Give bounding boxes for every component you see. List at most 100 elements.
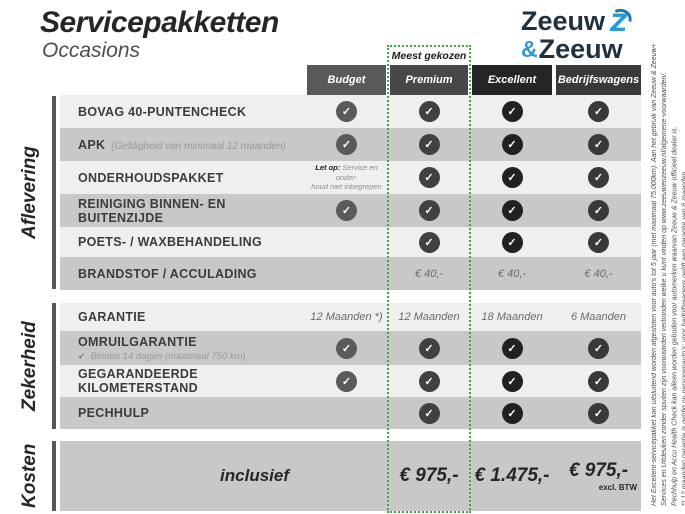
check-icon: ✓: [501, 167, 523, 188]
check-icon: ✓: [418, 167, 440, 188]
page-title-block: Servicepakketten Occasions: [40, 6, 279, 63]
check-icon: ✓: [501, 370, 523, 392]
cell-premium: € 40,-: [390, 268, 468, 280]
cell-budget: ✓: [307, 200, 386, 221]
cell-premium: ✓: [390, 134, 468, 155]
table-row-reiniging: REINIGING BINNEN- EN BUITENZIJDE ✓ ✓ ✓ ✓: [60, 194, 641, 227]
column-header-premium: Premium: [390, 65, 468, 95]
row-label: PECHHULP: [78, 406, 150, 420]
check-icon: ✓: [588, 370, 609, 392]
section-bar-zekerheid: [52, 303, 56, 429]
check-icon: ✓: [418, 134, 440, 155]
cell-excellent: € 40,-: [472, 268, 552, 280]
page-subtitle: Occasions: [42, 39, 141, 62]
cell-premium: € 975,-: [390, 465, 468, 487]
price-excellent: € 1.475,-: [474, 465, 550, 486]
cell-excellent: € 1.475,-: [472, 465, 552, 487]
column-header-budget: Budget: [307, 65, 386, 95]
cell-bedrijfswagens: ✓: [556, 402, 641, 424]
small-check-icon: ✓: [78, 350, 86, 361]
z-swoosh-icon: Z: [605, 8, 633, 40]
cell-premium: 12 Maanden: [390, 311, 468, 323]
table-row-garantie: GARANTIE 12 Maanden *) 12 Maanden 18 Maa…: [60, 303, 641, 331]
check-icon: ✓: [501, 337, 523, 359]
check-icon: ✓: [501, 402, 523, 424]
row-label: POETS- / WAXBEHANDELING: [78, 235, 262, 249]
row-label: GARANTIE: [78, 310, 146, 324]
row-label-note: (Geldigheid van minimaal 12 maanden): [111, 140, 286, 152]
check-icon: ✓: [418, 370, 440, 392]
cell-budget: ✓: [307, 370, 386, 392]
check-icon: ✓: [336, 200, 357, 221]
price-value: € 40,-: [497, 267, 527, 280]
cell-excellent: ✓: [472, 134, 552, 155]
cell-excellent: ✓: [472, 370, 552, 392]
cell-bedrijfswagens: ✓: [556, 370, 641, 392]
check-icon: ✓: [336, 370, 357, 392]
row-label: BRANDSTOF / ACCULADING: [78, 266, 257, 281]
cell-budget: ✓: [307, 337, 386, 359]
check-icon: ✓: [336, 101, 357, 122]
row-label: BOVAG 40-PUNTENCHECK: [78, 104, 247, 119]
comparison-table: Budget Premium Excellent Bedrijfswagens …: [60, 65, 641, 511]
check-icon: ✓: [418, 101, 440, 122]
cell-premium: ✓: [390, 337, 468, 359]
section-label-kosten: Kosten: [19, 443, 40, 509]
check-icon: ✓: [588, 231, 609, 253]
row-sub-note: ✓ Binnen 14 dagen (maximaal 750 km): [78, 351, 303, 362]
row-label: OMRUILGARANTIE ✓ Binnen 14 dagen (maxima…: [60, 335, 303, 362]
cell-budget: Let op: Service en onder- houd niet inbe…: [307, 163, 386, 192]
row-label: GEGARANDEERDE KILOMETERSTAND: [78, 367, 198, 395]
logo-ampersand: &: [521, 36, 538, 62]
footnote-line: Het Excellent-servicepakket kan uitsluit…: [651, 43, 658, 506]
table-row-poets: POETS- / WAXBEHANDELING ✓ ✓ ✓: [60, 227, 641, 257]
cell-excellent: ✓: [472, 231, 552, 253]
section-label-zekerheid: Zekerheid: [19, 321, 40, 411]
table-row-brandstof: BRANDSTOF / ACCULADING € 40,- € 40,- € 4…: [60, 257, 641, 290]
cell-excellent: 18 Maanden: [472, 311, 552, 323]
logo-line1: Zeeuw Z: [521, 8, 651, 40]
kosten-label: inclusief: [220, 466, 289, 485]
check-icon: ✓: [336, 337, 357, 359]
logo-line2: &Zeeuw: [521, 36, 651, 63]
row-label: REINIGING BINNEN- EN BUITENZIJDE: [78, 196, 226, 225]
cell-bedrijfswagens: 6 Maanden: [556, 311, 641, 323]
meest-gekozen-badge: Meest gekozen: [389, 47, 469, 65]
cell-budget: 12 Maanden *): [307, 311, 386, 323]
duration-value: 12 Maanden *): [310, 311, 383, 323]
column-header-excellent: Excellent: [472, 65, 552, 95]
page-title: Servicepakketten: [40, 6, 279, 39]
cell-bedrijfswagens: ✓: [556, 134, 641, 155]
svg-text:Z: Z: [609, 9, 628, 35]
check-icon: ✓: [418, 200, 440, 221]
cell-budget: ✓: [307, 134, 386, 155]
row-label-main: APK: [78, 137, 106, 152]
price-bedrijfswagens: € 975,-: [568, 460, 629, 481]
footnote-line: Services en Uitdeuken zonder spuiten zij…: [661, 71, 669, 506]
check-icon: ✓: [588, 337, 609, 359]
cell-premium: ✓: [390, 200, 468, 221]
check-icon: ✓: [588, 402, 609, 424]
cell-excellent: ✓: [472, 167, 552, 188]
check-icon: ✓: [501, 134, 523, 155]
check-icon: ✓: [588, 167, 609, 188]
section-bar-kosten: [52, 441, 56, 511]
section-label-aflevering: Aflevering: [19, 146, 40, 239]
price-note: excl. BTW: [598, 483, 637, 492]
row-label: ONDERHOUDSPAKKET: [78, 170, 224, 185]
check-icon: ✓: [336, 134, 357, 155]
check-icon: ✓: [588, 134, 609, 155]
cell-excellent: ✓: [472, 337, 552, 359]
price-value: € 40,-: [414, 267, 444, 280]
row-label-main: OMRUILGARANTIE: [78, 334, 197, 349]
cell-premium: ✓: [390, 231, 468, 253]
section-bar-aflevering: [52, 96, 56, 289]
table-row-bovag: BOVAG 40-PUNTENCHECK ✓ ✓ ✓ ✓: [60, 95, 641, 128]
cell-bedrijfswagens: € 40,-: [556, 268, 641, 280]
cell-excellent: ✓: [472, 402, 552, 424]
table-row-omruilgarantie: OMRUILGARANTIE ✓ Binnen 14 dagen (maxima…: [60, 331, 641, 365]
letop-line2: houd niet inbegrepen: [311, 182, 382, 192]
cell-premium: ✓: [390, 101, 468, 122]
cell-bedrijfswagens: ✓: [556, 337, 641, 359]
